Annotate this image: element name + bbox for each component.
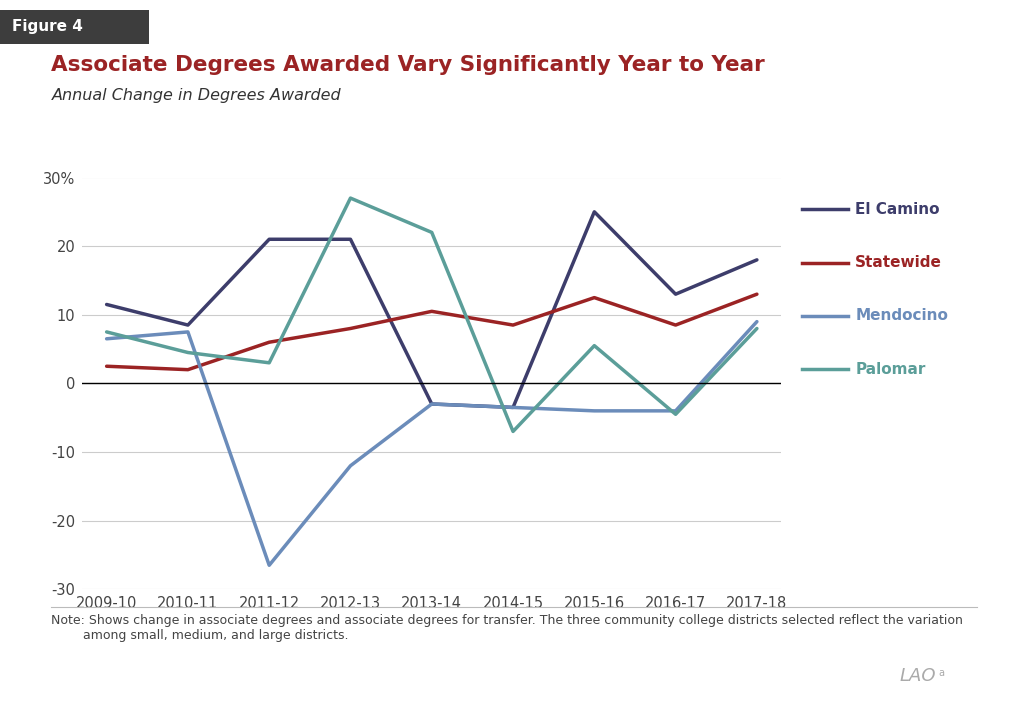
Text: Mendocino: Mendocino (855, 308, 948, 324)
Text: Note: Shows change in associate degrees and associate degrees for transfer. The : Note: Shows change in associate degrees … (51, 614, 963, 642)
Text: Figure 4: Figure 4 (12, 19, 83, 35)
Text: a: a (939, 668, 945, 678)
Text: Annual Change in Degrees Awarded: Annual Change in Degrees Awarded (51, 88, 341, 103)
Text: LAO: LAO (900, 667, 937, 685)
Text: El Camino: El Camino (855, 202, 940, 217)
Text: Associate Degrees Awarded Vary Significantly Year to Year: Associate Degrees Awarded Vary Significa… (51, 55, 765, 75)
Text: Palomar: Palomar (855, 361, 925, 377)
Text: Statewide: Statewide (855, 255, 943, 271)
